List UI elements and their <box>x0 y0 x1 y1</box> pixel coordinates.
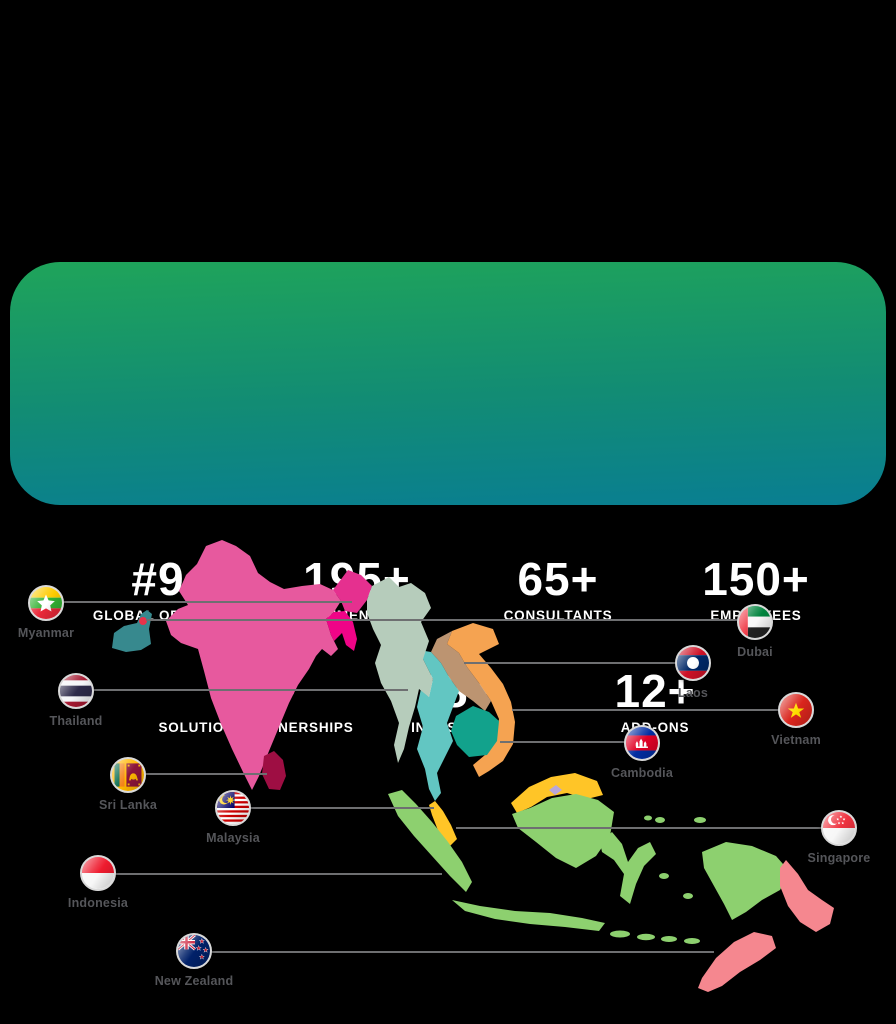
flag-label: Sri Lanka <box>98 798 158 812</box>
cambodia-flag-icon <box>624 725 660 761</box>
flag-badge-indonesia: Indonesia <box>68 855 128 910</box>
stat-value: #9 <box>131 553 185 605</box>
laos-flag-icon <box>675 645 711 681</box>
flag-badge-sri-lanka: Sri Lanka <box>99 757 157 812</box>
flag-label: Myanmar <box>17 626 75 640</box>
flag-label: Dubai <box>737 645 773 659</box>
country-india-shape <box>166 540 341 790</box>
flag-badge-singapore: Singapore <box>808 810 870 865</box>
thailand-flag-icon <box>58 673 94 709</box>
flag-label: Thailand <box>49 714 103 728</box>
flag-badge-vietnam: Vietnam <box>771 692 821 747</box>
flag-badge-cambodia: Cambodia <box>611 725 673 780</box>
vietnam-flag-icon <box>778 692 814 728</box>
flag-label: Indonesia <box>67 896 129 910</box>
flag-badge-dubai: Dubai <box>737 604 773 659</box>
flag-label: Cambodia <box>610 766 674 780</box>
connector-lines <box>46 601 839 953</box>
myanmar-flag-icon <box>28 585 64 621</box>
flag-badge-thailand: Thailand <box>50 673 102 728</box>
flag-badge-malaysia: Malaysia <box>206 790 260 845</box>
country-brunei-shape <box>549 785 562 795</box>
uae-flag-icon <box>737 604 773 640</box>
flag-label: New Zealand <box>154 974 234 988</box>
country-indonesia-shape <box>388 790 790 944</box>
flag-badge-laos: Laos <box>675 645 711 700</box>
country-cambodia-shape <box>451 706 499 757</box>
dubai-marker-dot <box>139 617 147 625</box>
indonesia-flag-icon <box>80 855 116 891</box>
country-thailand-shape <box>417 650 459 801</box>
flag-badge-new-zealand: New Zealand <box>155 933 233 988</box>
singapore-flag-icon <box>821 810 857 846</box>
country-laos-shape <box>431 631 491 711</box>
new-zealand-flag-icon <box>176 933 212 969</box>
stat-value: 65+ <box>517 553 599 605</box>
country-sri-lanka-shape <box>262 751 286 790</box>
country-vietnam-shape <box>447 623 515 777</box>
country-myanmar-shape <box>367 577 433 763</box>
sri-lanka-flag-icon <box>110 757 146 793</box>
country-india-northeast-shape <box>333 570 372 613</box>
country-new-zealand-shape <box>698 860 834 992</box>
flag-badge-myanmar: Myanmar <box>18 585 74 640</box>
stat-value: 150+ <box>702 553 810 605</box>
malaysia-flag-icon <box>215 790 251 826</box>
flag-label: Singapore <box>807 851 871 865</box>
flag-label: Vietnam <box>771 733 821 747</box>
country-uae-shape <box>112 610 152 652</box>
flag-label: Malaysia <box>206 831 260 845</box>
flag-label: Laos <box>678 686 708 700</box>
